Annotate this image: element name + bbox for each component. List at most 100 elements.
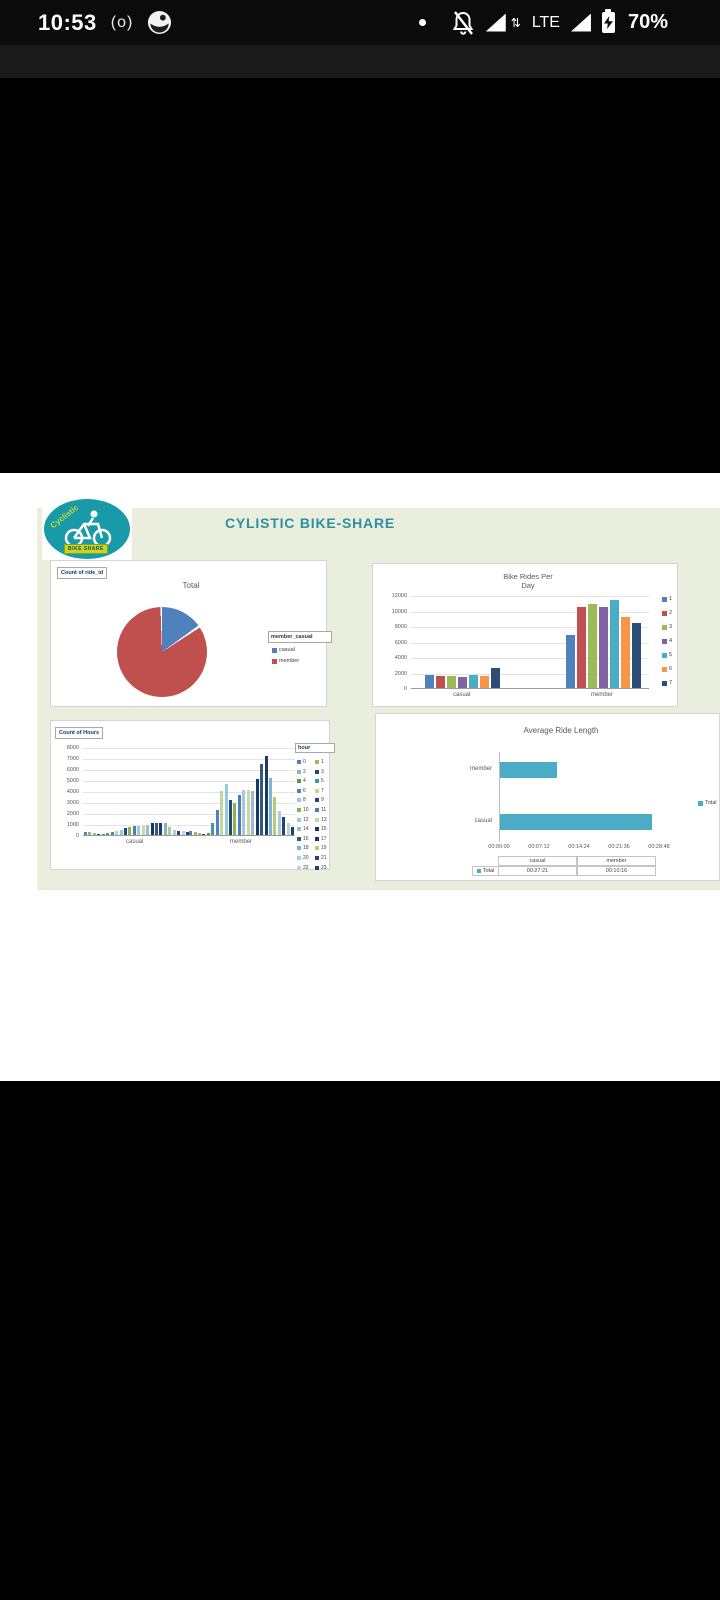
bar-member-8: [224, 784, 228, 835]
bar-member-5: [211, 823, 215, 835]
legend-label: 21: [321, 854, 327, 861]
hbar-chart-plot: member casual 00:00:00 00:07:12 00:14:24 00:2…: [376, 714, 720, 882]
gridline: [411, 658, 649, 659]
bar-casual-20: [172, 830, 176, 835]
bar-casual-21: [177, 831, 181, 835]
legend-item: 1: [661, 596, 672, 602]
legend-label: 17: [321, 835, 327, 842]
bar-member-6: [621, 617, 630, 688]
bar-casual-6: [110, 832, 114, 835]
legend-swatch: [297, 827, 301, 832]
chart-title: Bike Rides Per Day: [503, 572, 553, 590]
legend-label: 13: [321, 816, 327, 823]
legend-item: casual: [272, 647, 299, 653]
legend-label: 19: [321, 845, 327, 852]
legend-item: 18: [297, 845, 314, 851]
legend-item: 21: [315, 855, 332, 861]
bar-casual-0: [84, 832, 87, 835]
bar-casual-9: [123, 828, 127, 835]
legend-label: 10: [303, 806, 309, 813]
legend-label: 12: [303, 816, 309, 823]
bar-member-1: [193, 832, 197, 835]
bar-casual-11: [132, 826, 136, 835]
legend-swatch: [661, 652, 667, 658]
legend-item: 1: [315, 759, 332, 765]
legend-swatch: [661, 666, 667, 672]
legend-label: 8: [303, 797, 306, 804]
table-header-member: member: [577, 856, 656, 866]
bar-member-16: [260, 764, 264, 835]
legend-label: casual: [279, 647, 295, 653]
category-label: casual: [453, 692, 471, 698]
legend-item: 0: [297, 759, 314, 765]
gridline: [411, 627, 649, 628]
legend-swatch: [315, 798, 319, 803]
legend-swatch: [297, 836, 301, 841]
legend-label: 18: [303, 845, 309, 852]
status-bar: 10:53 (o) ⇅ LTE 70%: [0, 0, 720, 45]
legend-item: 5: [315, 778, 332, 784]
legend-item: member: [272, 658, 299, 664]
bar-chart-plot: 0 2000 4000 6000 8000 10000 12000 casual member: [379, 593, 659, 706]
legend-label: Total: [705, 800, 717, 806]
clock: 10:53: [38, 9, 97, 35]
bar-casual-22: [181, 831, 185, 835]
y-axis-tick-label: 6000: [394, 639, 407, 646]
legend-label: member: [279, 658, 300, 664]
legend-label: 9: [321, 797, 324, 804]
bar-group-casual: [84, 823, 190, 835]
legend-label: 11: [321, 806, 327, 813]
chart-card-total-pie: Count of ride_id Total member_casual cas…: [50, 560, 332, 707]
legend-label: 6: [668, 666, 672, 672]
bar-member-7: [632, 623, 641, 688]
y-axis-tick-label: 1000: [66, 822, 79, 828]
bar-member-4: [599, 607, 608, 688]
bar-casual-4: [458, 677, 467, 688]
legend-item: 6: [661, 666, 672, 672]
legend-label: 0: [303, 759, 306, 765]
pivot-field-button: Count of ride_id: [57, 567, 108, 579]
bar-casual-3: [447, 676, 456, 688]
bar-member-2: [577, 607, 586, 688]
bar-member-11: [237, 795, 241, 835]
plot-area: [411, 596, 649, 689]
screen-record-icon: (o): [110, 13, 134, 31]
pivot-legend-field-button: member_casual: [268, 631, 332, 643]
bicycle-icon: [64, 510, 112, 548]
category-label: casual: [474, 818, 492, 824]
gridline: [411, 673, 649, 675]
bar-casual-18: [163, 823, 167, 835]
battery-charging-icon: [601, 9, 615, 33]
bar-casual-1: [425, 675, 434, 688]
legend-item: 3: [315, 769, 332, 775]
y-axis-tick-label: 0: [75, 833, 79, 839]
legend-swatch: [272, 658, 277, 664]
legend-swatch: [315, 855, 319, 860]
bar-casual-8: [119, 830, 123, 835]
bar-casual-16: [155, 823, 158, 835]
legend-swatch: [315, 807, 319, 812]
legend-item: 14: [297, 826, 314, 832]
legend-label: 2: [668, 610, 672, 616]
legend-swatch: [661, 680, 667, 686]
gridline: [83, 781, 295, 782]
legend-swatch: [315, 827, 319, 832]
bar-member: [500, 762, 557, 778]
document-page[interactable]: Cyclistic BIKE SHARE CYLISTIC BIKE-SHARE…: [0, 473, 720, 1081]
bar-member-3: [588, 604, 597, 688]
gridline: [83, 803, 295, 804]
chart-title: Average Ride Length: [523, 726, 599, 735]
legend-label: 3: [668, 624, 672, 630]
category-label: member: [469, 766, 492, 772]
pie-chart: [117, 607, 207, 697]
legend-item: 10: [297, 807, 314, 813]
legend-label: 4: [668, 638, 672, 644]
bar-member-21: [282, 817, 286, 835]
bar-member-23: [291, 827, 295, 835]
legend-swatch: [315, 760, 319, 764]
legend-label: 7: [321, 787, 324, 794]
bar-member-5: [610, 600, 619, 688]
legend-item: 4: [297, 778, 314, 784]
gridline: [83, 792, 295, 793]
